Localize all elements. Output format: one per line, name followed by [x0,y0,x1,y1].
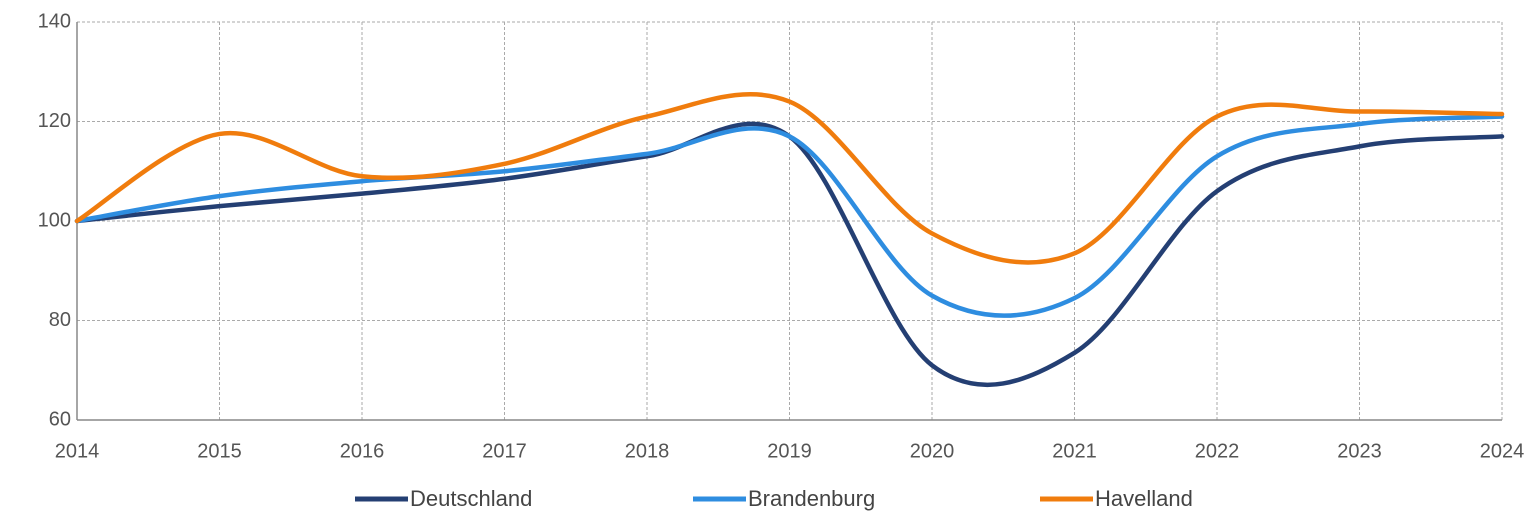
x-tick-label: 2022 [1195,440,1240,462]
x-tick-label: 2018 [625,440,670,462]
legend-label: Brandenburg [748,486,875,511]
y-tick-label: 140 [38,10,71,32]
y-tick-label: 100 [38,209,71,231]
x-tick-label: 2017 [482,440,527,462]
x-tick-label: 2024 [1480,440,1525,462]
x-tick-label: 2019 [767,440,812,462]
series-line [74,121,1505,388]
x-tick-label: 2023 [1337,440,1382,462]
y-tick-label: 80 [49,309,71,331]
x-tick-label: 2015 [197,440,242,462]
y-tick-label: 60 [49,408,71,430]
series-line [74,114,1505,318]
legend-label: Deutschland [410,486,532,511]
x-tick-label: 2016 [340,440,385,462]
y-tick-label: 120 [38,110,71,132]
x-tick-label: 2020 [910,440,955,462]
x-tick-label: 2014 [55,440,100,462]
x-tick-label: 2021 [1052,440,1097,462]
series-line [74,92,1505,265]
legend-label: Havelland [1095,486,1193,511]
